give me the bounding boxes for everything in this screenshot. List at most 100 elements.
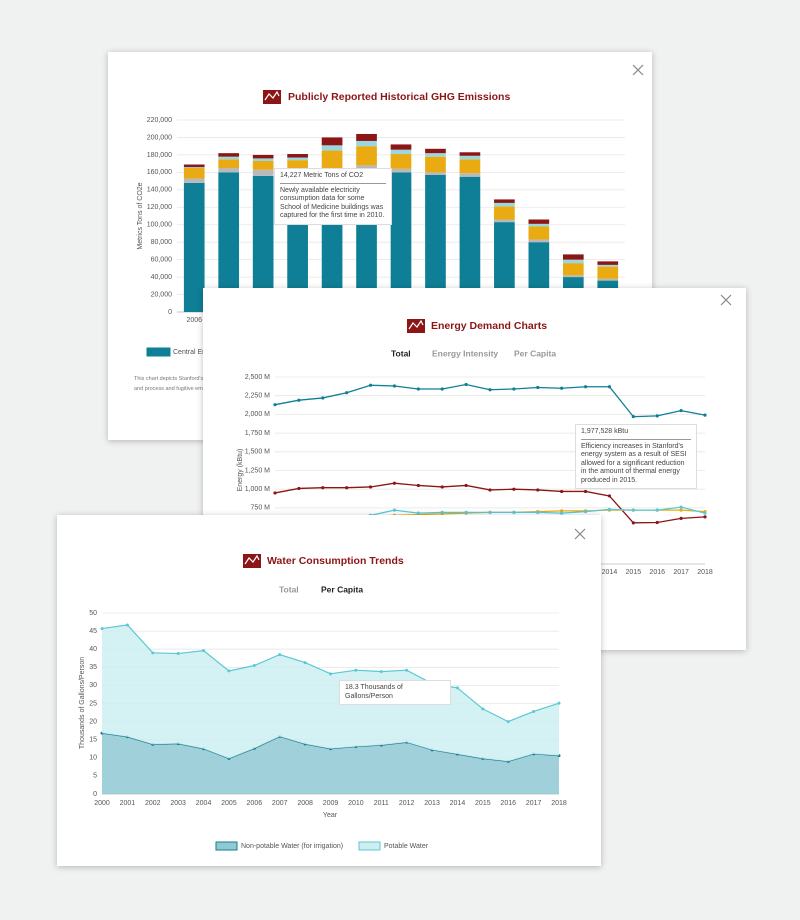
point <box>297 486 301 491</box>
bar-segment <box>287 157 308 161</box>
point <box>440 485 444 489</box>
y-tick-label: 45 <box>89 628 97 635</box>
point <box>679 505 683 509</box>
bar-segment <box>321 150 343 168</box>
x-tick-label: 2008 <box>297 800 313 807</box>
point <box>488 488 492 492</box>
y-axis-label: Energy (kBtu) <box>237 449 244 492</box>
point <box>100 627 104 631</box>
point <box>583 489 588 494</box>
legend-label: Central En <box>173 349 206 356</box>
point <box>329 672 332 676</box>
point <box>273 403 277 407</box>
x-tick-label: 2018 <box>551 800 567 807</box>
x-tick-label: 2000 <box>94 800 110 807</box>
x-tick-label: 2009 <box>323 800 339 807</box>
legend-swatch <box>146 347 171 357</box>
x-tick-label: 2016 <box>649 569 665 576</box>
point <box>176 652 180 656</box>
point <box>392 384 397 388</box>
point <box>607 385 612 389</box>
y-tick-label: 80,000 <box>151 239 173 246</box>
close-button[interactable] <box>632 64 644 76</box>
x-tick-label: 2011 <box>374 800 389 807</box>
bar-segment <box>528 239 550 243</box>
point <box>464 510 468 514</box>
chart-title: Energy Demand Charts <box>431 320 547 332</box>
y-tick-label: 100,000 <box>147 222 172 229</box>
tab[interactable]: Total <box>279 584 299 594</box>
y-tick-label: 220,000 <box>147 117 172 124</box>
bar-segment <box>390 168 412 173</box>
x-tick-label: 2014 <box>450 800 466 807</box>
y-tick-label: 2,000 M <box>245 411 270 418</box>
water-card: Water Consumption Trends Total Per Capit… <box>57 515 601 866</box>
x-tick-label: 2005 <box>221 800 237 807</box>
bar-segment <box>425 153 446 157</box>
bar-segment <box>252 154 274 159</box>
bar-segment <box>425 172 446 175</box>
y-tick-label: 35 <box>89 664 97 671</box>
point <box>536 510 540 514</box>
point <box>278 653 282 657</box>
point <box>368 485 373 489</box>
y-tick-label: 2,500 M <box>245 374 270 381</box>
tooltip: 1,977,528 kBtu Efficiency increases in S… <box>575 424 697 489</box>
point <box>488 388 492 392</box>
x-tick-label: 2017 <box>673 569 689 576</box>
bar-segment <box>597 278 619 281</box>
point <box>679 508 683 512</box>
tab[interactable]: Per Capita <box>321 584 363 594</box>
point <box>440 510 444 514</box>
y-tick-label: 25 <box>89 700 97 707</box>
bar-segment <box>252 161 274 170</box>
bar-segment <box>218 172 240 312</box>
point <box>583 385 588 389</box>
x-tick-label: 2007 <box>272 800 288 807</box>
point <box>560 511 564 515</box>
bar-segment <box>183 178 205 183</box>
bar-segment <box>562 254 584 260</box>
x-tick-label: 2018 <box>697 569 713 576</box>
bar-segment <box>356 133 377 141</box>
close-button[interactable] <box>720 294 732 306</box>
y-tick-label: 5 <box>93 773 97 780</box>
y-tick-label: 40 <box>89 646 97 653</box>
point <box>125 623 129 627</box>
bar-segment <box>183 164 205 168</box>
point <box>345 486 349 490</box>
y-tick-label: 140,000 <box>147 187 172 194</box>
y-tick-label: 1,000 M <box>245 486 270 493</box>
point <box>607 507 612 511</box>
bar-segment <box>356 146 377 166</box>
point <box>440 387 444 391</box>
bar-segment <box>459 152 481 156</box>
bar-segment <box>459 176 481 312</box>
point <box>297 398 301 402</box>
bar-segment <box>597 261 619 265</box>
point <box>703 413 707 417</box>
point <box>679 409 683 413</box>
point <box>703 515 707 519</box>
point <box>321 396 325 400</box>
point <box>631 521 635 525</box>
y-tick-label: 50 <box>89 610 97 617</box>
x-tick-label: 2014 <box>602 569 618 576</box>
tab[interactable]: Total <box>391 348 411 358</box>
point <box>703 511 707 515</box>
bar-segment <box>287 154 308 158</box>
bar-segment <box>494 219 515 223</box>
bar-segment <box>218 168 240 173</box>
bar-segment <box>252 175 274 312</box>
bar-segment <box>390 172 412 312</box>
point <box>416 387 420 391</box>
tooltip: 14,227 Metric Tons of CO2 Newly availabl… <box>274 168 392 225</box>
tab[interactable]: Per Capita <box>514 348 556 358</box>
bar-segment <box>390 144 412 150</box>
tab[interactable]: Energy Intensity <box>432 348 498 358</box>
y-tick-label: 15 <box>89 737 97 744</box>
close-button[interactable] <box>574 528 586 540</box>
point <box>405 668 409 672</box>
y-tick-label: 2,250 M <box>245 393 270 400</box>
